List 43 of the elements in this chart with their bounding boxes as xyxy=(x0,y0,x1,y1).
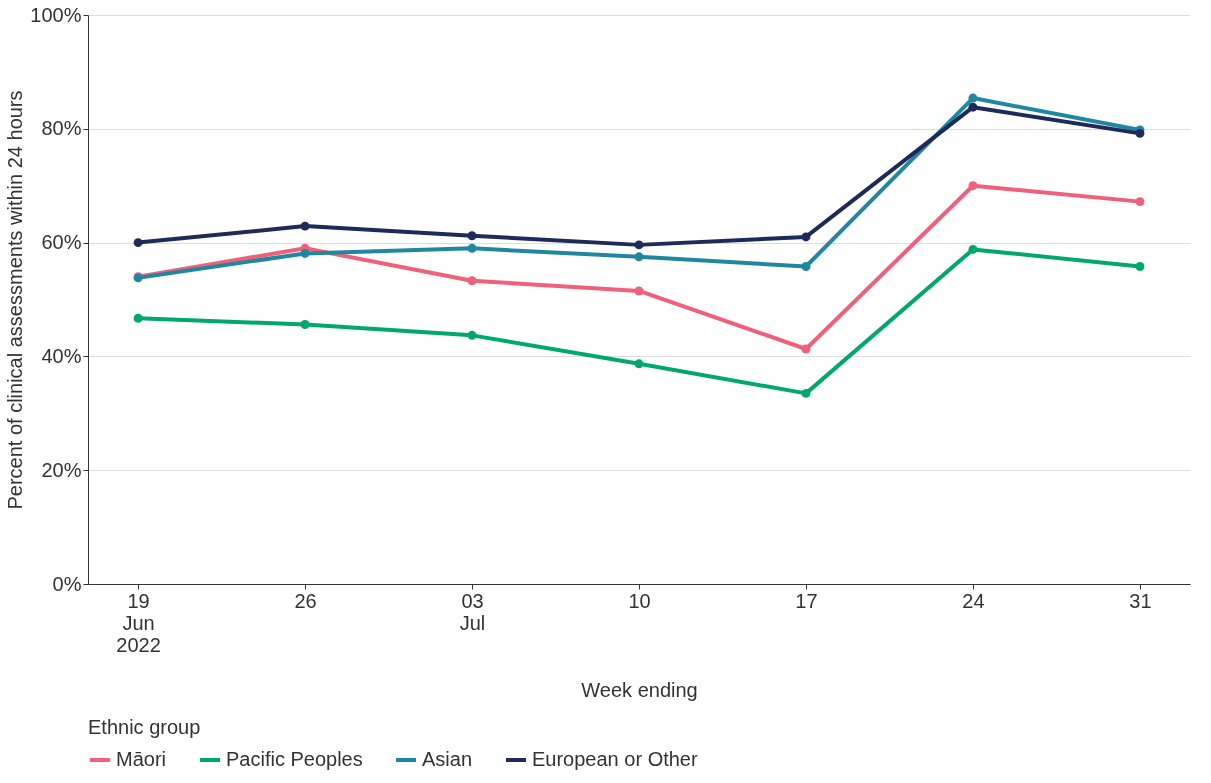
legend-label: Asian xyxy=(422,748,473,770)
y-tick-label: 40% xyxy=(41,344,82,367)
x-tick-label: 31 xyxy=(1129,589,1152,612)
y-tick-label: 80% xyxy=(41,117,82,140)
point xyxy=(634,240,644,250)
point xyxy=(1135,197,1145,207)
point xyxy=(133,238,143,248)
point xyxy=(801,344,811,354)
legend-label: European or Other xyxy=(532,748,698,770)
point xyxy=(467,330,477,340)
point xyxy=(300,248,310,258)
point xyxy=(133,313,143,323)
y-tick-label: 0% xyxy=(52,572,82,595)
x-tick-label: 10 xyxy=(628,589,651,612)
x-axis-title: Week ending xyxy=(581,678,698,701)
legend-title: Ethnic group xyxy=(88,716,201,738)
x-tick-label: 19 Jun 2022 xyxy=(116,589,161,656)
legend-label: Māori xyxy=(116,748,167,770)
point xyxy=(467,243,477,253)
point xyxy=(634,252,644,262)
y-tick-label: 100% xyxy=(30,3,82,26)
legend-label: Pacific Peoples xyxy=(226,748,363,770)
point xyxy=(801,232,811,242)
y-tick-label: 60% xyxy=(41,231,82,254)
x-tick-label: 26 xyxy=(294,589,317,612)
point xyxy=(634,286,644,296)
point xyxy=(634,359,644,369)
point xyxy=(968,93,978,103)
point xyxy=(801,388,811,398)
point xyxy=(968,102,978,112)
point xyxy=(968,181,978,191)
point xyxy=(467,276,477,286)
point xyxy=(467,231,477,241)
y-tick-label: 20% xyxy=(41,458,82,481)
y-axis-title: Percent of clinical assessments within 24 hours xyxy=(4,90,27,510)
point xyxy=(300,320,310,329)
point xyxy=(300,221,310,231)
x-tick-label: 17 xyxy=(795,589,818,612)
point xyxy=(801,262,811,271)
x-tick-label: 24 xyxy=(962,589,985,612)
x-tick-label: 03 Jul xyxy=(459,589,486,634)
point xyxy=(1135,262,1145,271)
point xyxy=(968,244,978,254)
